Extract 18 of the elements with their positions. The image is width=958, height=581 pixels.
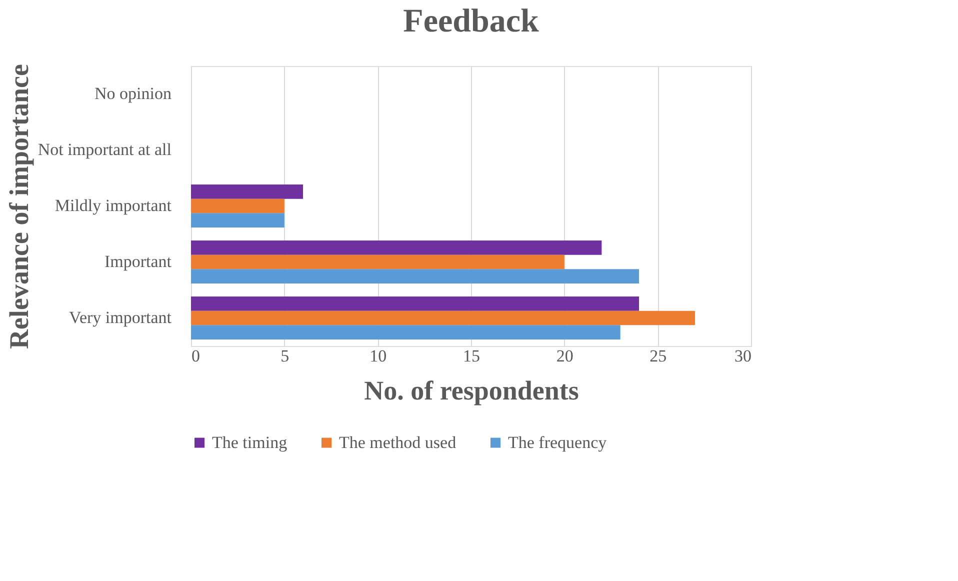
x-tick-label: 0 xyxy=(192,346,200,366)
y-axis-title: Relevance of importance xyxy=(4,64,34,349)
y-tick-label: No opinion xyxy=(94,84,172,103)
y-tick-label: Not important at all xyxy=(38,140,172,159)
x-tick-label: 15 xyxy=(463,346,480,366)
x-axis-title: No. of respondents xyxy=(364,376,579,406)
legend-label: The timing xyxy=(212,432,288,452)
legend-label: The method used xyxy=(339,432,457,452)
x-tick-label: 20 xyxy=(556,346,574,366)
x-tick-label: 25 xyxy=(650,346,667,366)
x-tick-label: 30 xyxy=(734,346,752,366)
y-tick-label: Mildly important xyxy=(54,196,172,215)
y-tick-label: Very important xyxy=(69,308,172,327)
x-tick-label: 10 xyxy=(370,346,387,366)
x-tick-label: 5 xyxy=(280,346,290,366)
y-tick-label: Important xyxy=(104,252,172,271)
chart-title: Feedback xyxy=(403,4,540,40)
legend-label: The frequency xyxy=(508,432,608,452)
